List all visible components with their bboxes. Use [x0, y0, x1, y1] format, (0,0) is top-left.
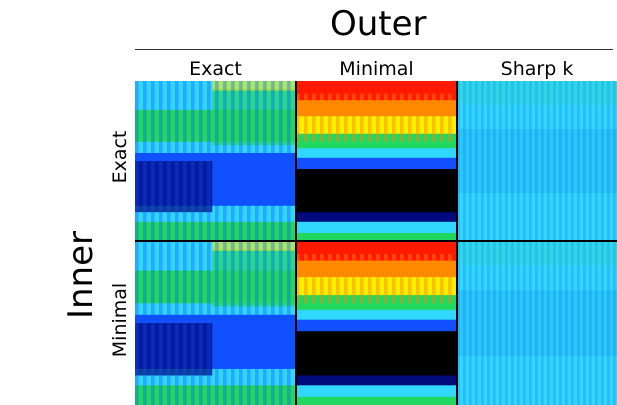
- heatmap-cell-exact-minimal: [296, 81, 460, 242]
- column-label-exact: Exact: [189, 58, 242, 80]
- outer-title-rule: [135, 49, 613, 50]
- heatmap-cell-minimal-exact: [135, 241, 299, 405]
- heatmap-cell-exact-sharp-k: [457, 81, 617, 242]
- heatmap-cell-minimal-minimal: [296, 241, 460, 405]
- heatmap-cell-exact-exact: [135, 81, 299, 242]
- column-label-sharp-k: Sharp k: [500, 58, 574, 80]
- inner-title: Inner: [61, 230, 101, 320]
- outer-title: Outer: [330, 4, 427, 44]
- heatmap-grid: [135, 81, 617, 405]
- heatmap-cell-minimal-sharp-k: [457, 241, 617, 405]
- column-label-minimal: Minimal: [339, 58, 414, 80]
- row-label-exact: Exact: [109, 130, 131, 184]
- row-label-minimal: Minimal: [109, 282, 131, 358]
